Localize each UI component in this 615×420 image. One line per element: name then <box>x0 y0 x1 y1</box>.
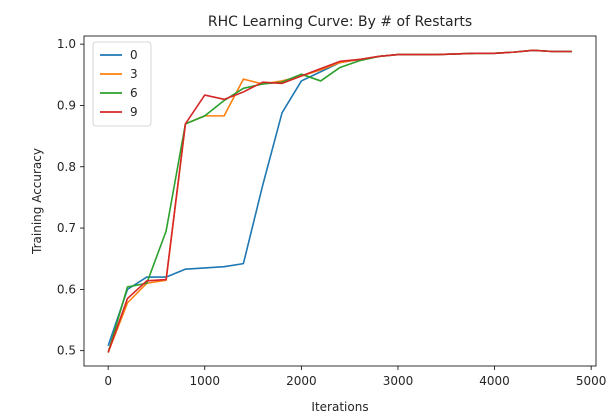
y-tick-label: 0.5 <box>57 344 76 358</box>
series-lines <box>107 49 572 353</box>
legend-label: 0 <box>130 48 138 62</box>
y-tick-label: 0.9 <box>57 98 76 112</box>
x-tick-label: 1000 <box>189 374 220 388</box>
series-line-9 <box>107 49 572 353</box>
chart-title: RHC Learning Curve: By # of Restarts <box>208 14 472 30</box>
y-tick-label: 0.7 <box>57 221 76 235</box>
x-tick-label: 4000 <box>479 374 510 388</box>
x-tick-label: 3000 <box>383 374 414 388</box>
legend-label: 9 <box>130 105 138 119</box>
y-tick-label: 1.0 <box>57 37 76 51</box>
series-line-3 <box>107 49 572 353</box>
x-tick-label: 0 <box>104 374 112 388</box>
legend-box <box>92 41 152 127</box>
series-line-6 <box>107 49 572 353</box>
x-axis-title: Iterations <box>311 400 368 414</box>
legend-label: 3 <box>130 67 138 81</box>
y-tick-label: 0.8 <box>57 160 76 174</box>
legend-label: 6 <box>130 86 138 100</box>
y-tick-label: 0.6 <box>57 282 76 296</box>
series-line-0 <box>107 49 572 347</box>
y-axis-title: Training Accuracy <box>30 148 44 255</box>
plot-frame <box>83 35 597 367</box>
x-tick-label: 2000 <box>286 374 317 388</box>
x-axis-ticks: 0 1000 2000 3000 4000 5000 <box>104 366 606 388</box>
x-tick-label: 5000 <box>576 374 607 388</box>
y-axis-ticks: 0.5 0.6 0.7 0.8 0.9 1.0 <box>57 37 84 358</box>
legend: 0 3 6 9 <box>92 41 152 127</box>
